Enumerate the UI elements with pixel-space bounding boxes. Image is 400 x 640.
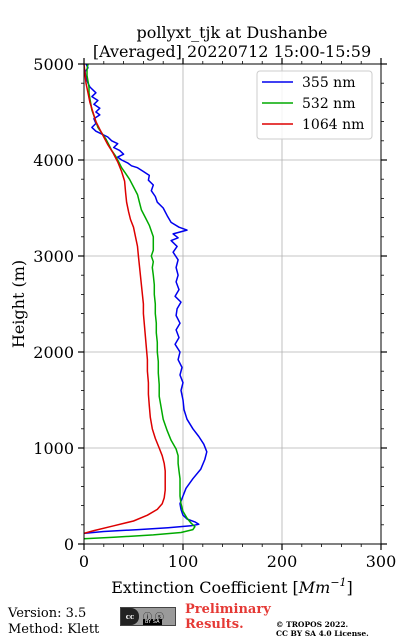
version-text: Version: 3.5	[8, 606, 87, 621]
cc-by-sa-license-icon: cc ⓘ ⓢ BY SA	[120, 607, 176, 626]
x-axis-title-close: ]	[347, 578, 353, 597]
x-tick-label: 100	[168, 552, 199, 571]
legend: 355 nm 532 nm 1064 nm	[256, 70, 373, 140]
chart-title-line1: pollyxt_tjk at Dushanbe	[136, 23, 327, 42]
y-tick-label: 3000	[33, 247, 74, 266]
series-line-1064-nm	[83, 63, 166, 535]
by-sa-label: BY SA	[143, 619, 162, 625]
preliminary-line2: Results.	[185, 617, 244, 632]
x-tick-label: 200	[267, 552, 298, 571]
legend-label-1064-nm: 1064 nm	[302, 117, 364, 133]
copyright-line1: © TROPOS 2022.	[276, 620, 349, 629]
cc-logo-icon: cc	[121, 608, 139, 625]
y-axis-title: Height (m)	[9, 260, 28, 348]
plot-frame	[83, 63, 382, 545]
legend-label-355-nm: 355 nm	[302, 75, 355, 91]
preliminary-note: Preliminary Results.	[185, 602, 271, 632]
x-axis-title: Extinction Coefficient [Mm−1]	[111, 576, 353, 597]
x-axis-title-unit: Mm	[298, 578, 331, 597]
chart-title-line2: [Averaged] 20220712 15:00-15:59	[93, 42, 371, 61]
x-axis-title-main: Extinction Coefficient [	[111, 578, 299, 597]
extinction-profile-chart: pollyxt_tjk at Dushanbe [Averaged] 20220…	[9, 23, 396, 597]
by-sa-icons: ⓘ ⓢ	[143, 613, 164, 623]
method-text: Method: Klett	[8, 622, 100, 637]
series-line-532-nm	[83, 63, 196, 540]
y-tick-label: 1000	[33, 439, 74, 458]
x-axis-title-exponent: −1	[330, 576, 346, 589]
y-tick-label: 0	[64, 535, 74, 554]
series-line-355-nm	[83, 63, 208, 535]
footer-info: Version: 3.5 Method: Klett	[8, 606, 99, 638]
y-tick-label: 5000	[33, 55, 74, 74]
y-tick-label: 2000	[33, 343, 74, 362]
legend-box	[256, 70, 373, 140]
legend-label-532-nm: 532 nm	[302, 96, 355, 112]
preliminary-line1: Preliminary	[185, 602, 271, 617]
series-layer	[83, 63, 208, 540]
copyright-note: © TROPOS 2022. CC BY SA 4.0 License.	[276, 620, 369, 638]
x-tick-label: 0	[79, 552, 89, 571]
x-tick-label: 300	[366, 552, 397, 571]
copyright-line2: CC BY SA 4.0 License.	[276, 629, 369, 638]
y-tick-label: 4000	[33, 151, 74, 170]
